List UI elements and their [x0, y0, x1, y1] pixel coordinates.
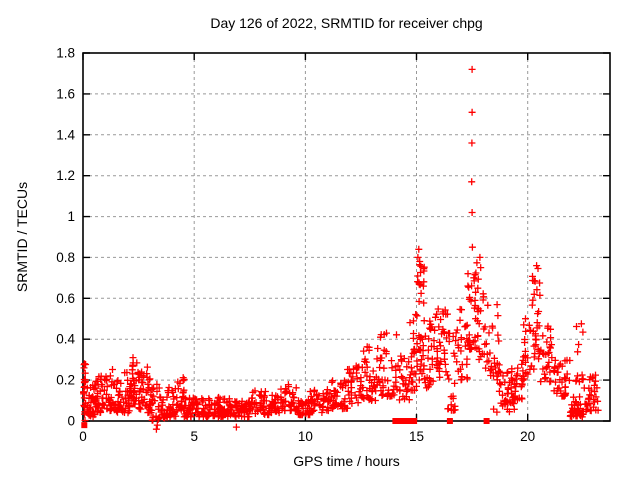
y-tick-label: 0.4 — [56, 332, 75, 347]
y-tick-label: 1 — [67, 209, 75, 224]
y-tick-label: 1.8 — [56, 46, 75, 61]
y-tick-label: 1.4 — [56, 127, 75, 142]
y-tick-label: 1.6 — [56, 86, 75, 101]
y-tick-label: 0.6 — [56, 291, 75, 306]
x-tick-label: 10 — [298, 429, 313, 444]
y-tick-label: 0.2 — [56, 373, 75, 388]
x-tick-label: 20 — [520, 429, 535, 444]
x-axis-label: GPS time / hours — [293, 453, 400, 469]
y-tick-label: 0.8 — [56, 250, 75, 265]
x-tick-label: 15 — [409, 429, 424, 444]
plot-border — [82, 52, 611, 422]
x-tick-label: 0 — [79, 429, 87, 444]
x-tick-label: 5 — [190, 429, 198, 444]
y-tick-label: 0 — [67, 414, 75, 429]
chart-title: Day 126 of 2022, SRMTID for receiver chp… — [210, 15, 483, 31]
flag-square-points — [81, 418, 490, 429]
scatter-points — [80, 65, 602, 433]
y-tick-label: 1.2 — [56, 168, 75, 183]
